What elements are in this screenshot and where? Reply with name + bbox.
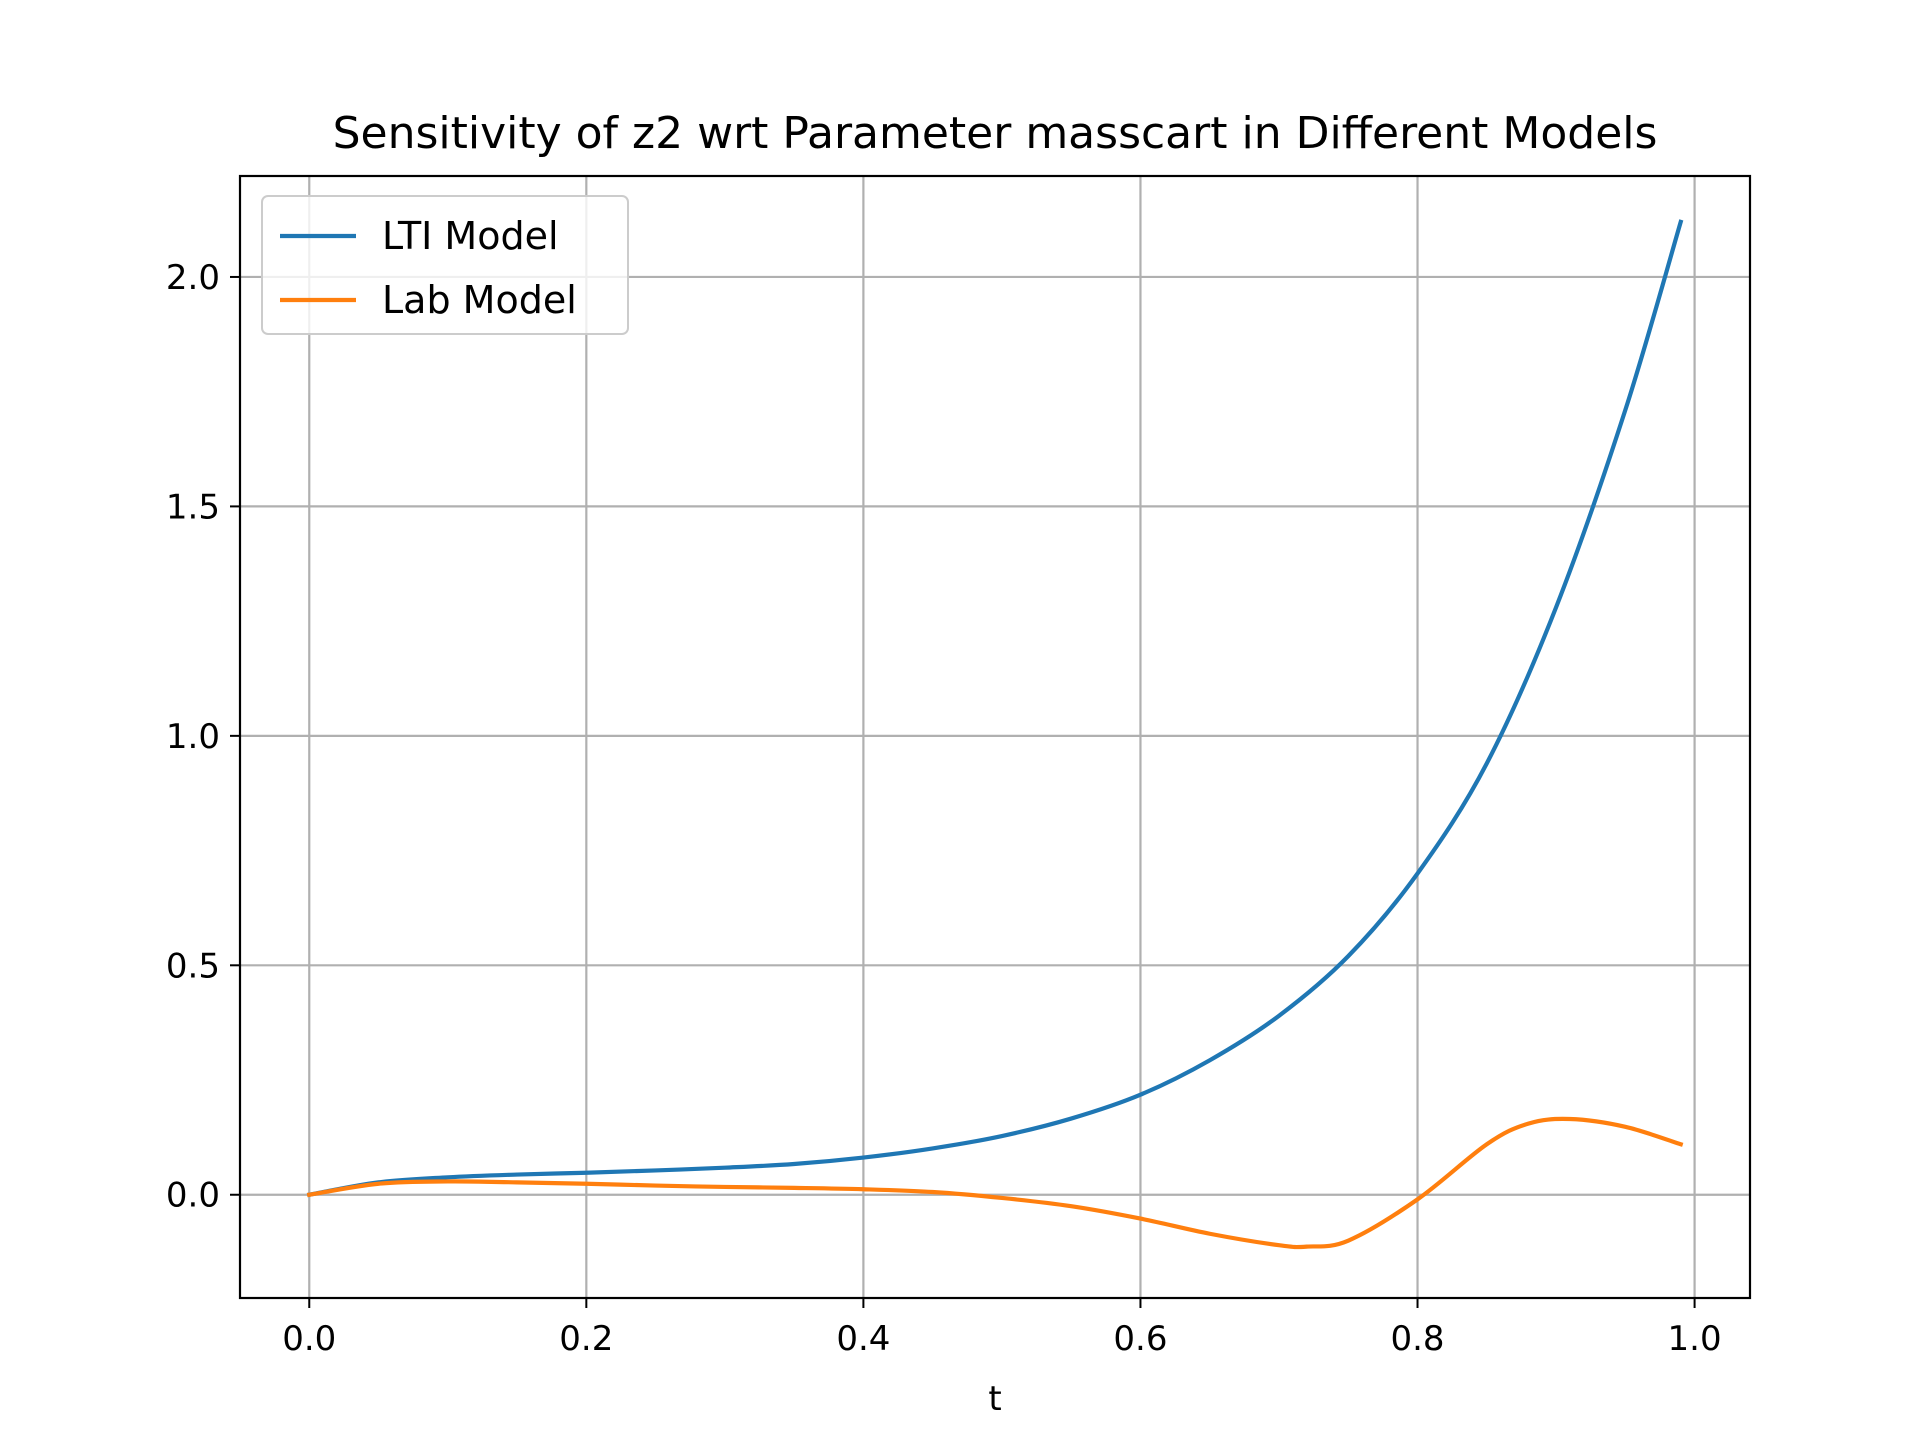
legend-label-lti-model: LTI Model bbox=[382, 214, 559, 258]
y-tick-label: 2.0 bbox=[166, 258, 220, 298]
grid bbox=[240, 176, 1750, 1298]
x-tick-label: 0.2 bbox=[559, 1319, 613, 1359]
y-tick-label: 1.0 bbox=[166, 717, 220, 757]
series-group bbox=[306, 219, 1684, 1250]
x-tick-label: 0.0 bbox=[282, 1319, 336, 1359]
plot-frame bbox=[238, 174, 1752, 1300]
x-axis-ticks: 0.0 0.2 0.4 0.6 0.8 1.0 bbox=[282, 1298, 1722, 1359]
x-tick-label: 0.4 bbox=[836, 1319, 890, 1359]
chart-title: Sensitivity of z2 wrt Parameter masscart… bbox=[333, 108, 1658, 159]
x-tick-label: 0.8 bbox=[1390, 1319, 1444, 1359]
x-tick-label: 0.6 bbox=[1113, 1319, 1167, 1359]
series-line-lti-model bbox=[306, 219, 1684, 1198]
series-line-lab-model bbox=[306, 1116, 1684, 1250]
y-tick-label: 1.5 bbox=[166, 487, 220, 527]
y-tick-label: 0.5 bbox=[166, 946, 220, 986]
y-axis-ticks: 0.0 0.5 1.0 1.5 2.0 bbox=[166, 258, 240, 1216]
x-axis-label: t bbox=[988, 1379, 1001, 1419]
x-tick-label: 1.0 bbox=[1668, 1319, 1722, 1359]
legend: LTI Model Lab Model bbox=[261, 195, 629, 335]
y-tick-label: 0.0 bbox=[166, 1176, 220, 1216]
legend-label-lab-model: Lab Model bbox=[382, 278, 577, 322]
